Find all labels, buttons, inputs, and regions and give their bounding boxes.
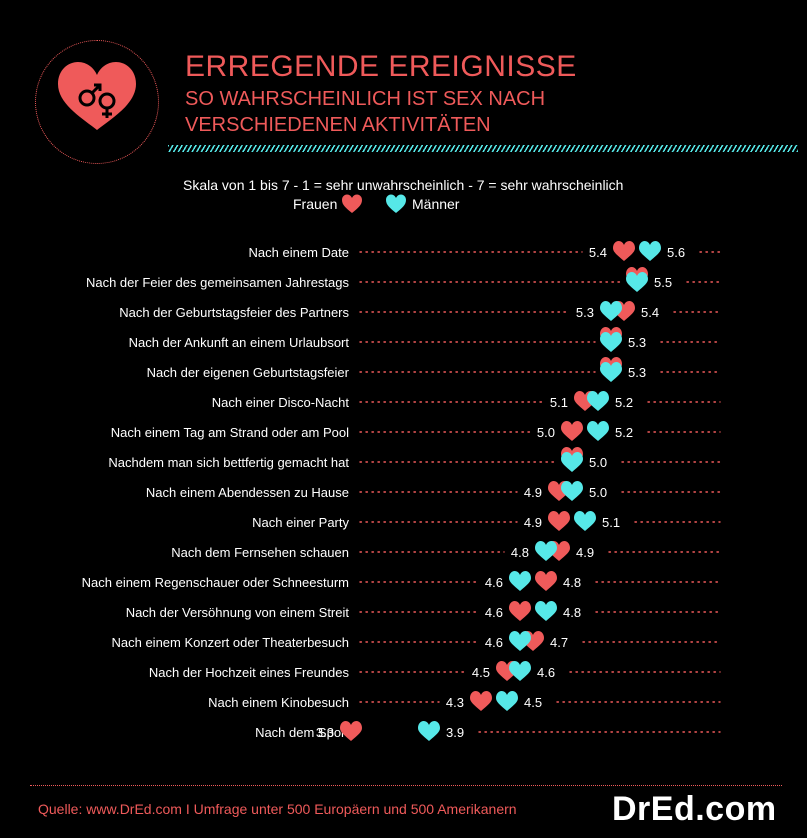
data-label: 4.9 xyxy=(576,545,594,560)
data-label: 4.5 xyxy=(524,695,542,710)
page-title: ERREGENDE EREIGNISSE xyxy=(185,50,577,83)
data-label: 4.6 xyxy=(485,575,503,590)
data-label: 5.0 xyxy=(589,455,607,470)
category-label: Nach einem Regenschauer oder Schneesturm xyxy=(82,575,349,590)
women-heart-marker xyxy=(535,571,557,591)
legend-men-label: Männer xyxy=(412,196,460,212)
data-label: 5.3 xyxy=(628,365,646,380)
data-label: 5.6 xyxy=(667,245,685,260)
data-label: 5.3 xyxy=(628,335,646,350)
women-heart-marker xyxy=(561,421,583,441)
data-label: 5.3 xyxy=(576,305,594,320)
brand-logo-text: DrEd.com xyxy=(612,790,777,828)
women-heart-marker xyxy=(509,601,531,621)
category-label: Nach der eigenen Geburtstagsfeier xyxy=(147,365,350,380)
legend-men-heart-icon xyxy=(386,194,406,213)
data-label: 4.5 xyxy=(472,665,490,680)
category-label: Nach einer Disco-Nacht xyxy=(212,395,350,410)
women-heart-marker xyxy=(470,691,492,711)
data-label: 4.9 xyxy=(524,515,542,530)
data-label: 5.1 xyxy=(602,515,620,530)
category-label: Nach einem Konzert oder Theaterbesuch xyxy=(111,635,349,650)
data-label: 4.6 xyxy=(485,635,503,650)
data-label: 4.8 xyxy=(563,605,581,620)
men-heart-marker xyxy=(600,362,622,382)
category-label: Nach einem Date xyxy=(249,245,349,260)
category-label: Nach der Ankunft an einem Urlaubsort xyxy=(129,335,350,350)
logo-badge xyxy=(35,40,159,164)
women-heart-marker xyxy=(548,511,570,531)
women-heart-marker xyxy=(613,241,635,261)
men-heart-marker xyxy=(509,571,531,591)
data-label: 4.6 xyxy=(485,605,503,620)
men-heart-marker xyxy=(639,241,661,261)
decorative-hatch-divider xyxy=(168,145,798,152)
scale-note: Skala von 1 bis 7 - 1 = sehr unwahrschei… xyxy=(183,177,624,193)
data-label: 4.8 xyxy=(563,575,581,590)
category-label: Nach dem Sport xyxy=(255,725,349,740)
category-label: Nach einer Party xyxy=(252,515,349,530)
legend-women-label: Frauen xyxy=(293,196,338,212)
men-heart-marker xyxy=(561,452,583,472)
men-heart-marker xyxy=(587,421,609,441)
data-label: 5.0 xyxy=(537,425,555,440)
men-heart-marker xyxy=(509,661,531,681)
data-label: 4.3 xyxy=(446,695,464,710)
men-heart-marker xyxy=(496,691,518,711)
men-heart-marker xyxy=(535,601,557,621)
data-label: 5.1 xyxy=(550,395,568,410)
subtitle-line-2: VERSCHIEDENEN AKTIVITÄTEN xyxy=(185,114,491,136)
data-label: 4.7 xyxy=(550,635,568,650)
category-label: Nach einem Tag am Strand oder am Pool xyxy=(111,425,349,440)
men-heart-marker xyxy=(600,301,622,321)
men-heart-marker xyxy=(418,721,440,741)
category-label: Nach dem Fernsehen schauen xyxy=(171,545,349,560)
data-label: 5.2 xyxy=(615,425,633,440)
subtitle-line-1: SO WAHRSCHEINLICH IST SEX NACH xyxy=(185,88,546,110)
men-heart-marker xyxy=(574,511,596,531)
data-label: 3.9 xyxy=(446,725,464,740)
footer-divider xyxy=(30,785,782,786)
data-label: 3.3 xyxy=(316,725,334,740)
data-label: 4.6 xyxy=(537,665,555,680)
gender-heart-icon xyxy=(58,62,136,130)
data-label: 5.4 xyxy=(589,245,607,260)
category-label: Nach einem Kinobesuch xyxy=(208,695,349,710)
category-label: Nachdem man sich bettfertig gemacht hat xyxy=(108,455,349,470)
data-label: 4.8 xyxy=(511,545,529,560)
data-label: 5.0 xyxy=(589,485,607,500)
men-heart-marker xyxy=(587,391,609,411)
category-label: Nach der Feier des gemeinsamen Jahrestag… xyxy=(86,275,350,290)
men-heart-marker xyxy=(600,332,622,352)
men-heart-marker xyxy=(561,481,583,501)
category-label: Nach der Geburtstagsfeier des Partners xyxy=(119,305,349,320)
category-label: Nach der Versöhnung von einem Streit xyxy=(126,605,350,620)
data-label: 5.2 xyxy=(615,395,633,410)
men-heart-marker xyxy=(535,541,557,561)
category-label: Nach einem Abendessen zu Hause xyxy=(146,485,349,500)
data-label: 4.9 xyxy=(524,485,542,500)
men-heart-marker xyxy=(626,272,648,292)
legend-women-heart-icon xyxy=(342,194,362,213)
men-heart-marker xyxy=(509,631,531,651)
data-label: 5.5 xyxy=(654,275,672,290)
data-label: 5.4 xyxy=(641,305,659,320)
category-label: Nach der Hochzeit eines Freundes xyxy=(149,665,350,680)
source-note: Quelle: www.DrEd.com I Umfrage unter 500… xyxy=(38,801,517,817)
women-heart-marker xyxy=(340,721,362,741)
